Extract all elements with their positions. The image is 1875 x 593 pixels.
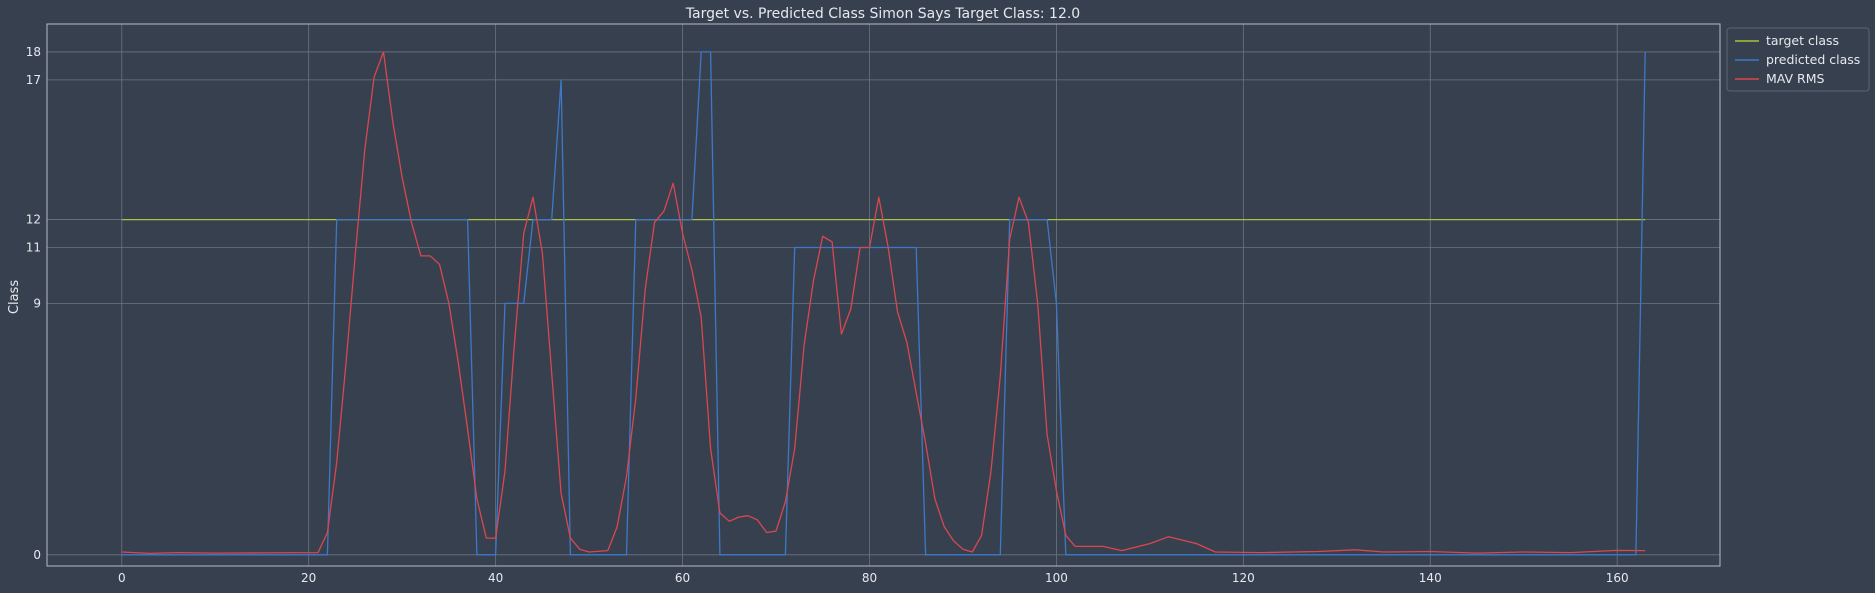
y-tick-label: 12 [26, 213, 41, 227]
x-axis-ticks: 0 20 40 60 80 100 120 140 160 [118, 571, 1629, 585]
x-tick-label: 160 [1606, 571, 1629, 585]
y-tick-label: 11 [26, 241, 41, 255]
legend-label: target class [1766, 33, 1839, 48]
series-line-mav-rms [121, 51, 1646, 555]
x-tick-label: 40 [488, 571, 503, 585]
y-tick-label: 18 [26, 45, 41, 59]
y-tick-label: 9 [33, 296, 41, 310]
legend-label: predicted class [1766, 52, 1860, 67]
legend-label: MAV RMS [1766, 71, 1825, 86]
y-tick-label: 0 [33, 548, 41, 562]
legend: target class predicted class MAV RMS [1726, 27, 1870, 92]
y-axis-label: Class [7, 280, 22, 314]
x-tick-label: 20 [301, 571, 316, 585]
x-tick-label: 140 [1419, 571, 1442, 585]
x-tick-label: 0 [118, 571, 126, 585]
plot-frame [46, 23, 1721, 567]
x-tick-label: 100 [1045, 571, 1068, 585]
series-line-predicted-class [121, 51, 1646, 556]
plot-series [121, 51, 1646, 556]
chart-title: Target vs. Predicted Class Simon Says Ta… [685, 6, 1080, 22]
x-tick-label: 60 [675, 571, 690, 585]
legend-box [1726, 27, 1870, 92]
x-tick-label: 120 [1232, 571, 1255, 585]
y-tick-label: 17 [26, 73, 41, 87]
y-axis-ticks: 0 9 11 12 17 18 [26, 45, 41, 562]
grid [47, 24, 1720, 566]
x-tick-label: 80 [862, 571, 877, 585]
